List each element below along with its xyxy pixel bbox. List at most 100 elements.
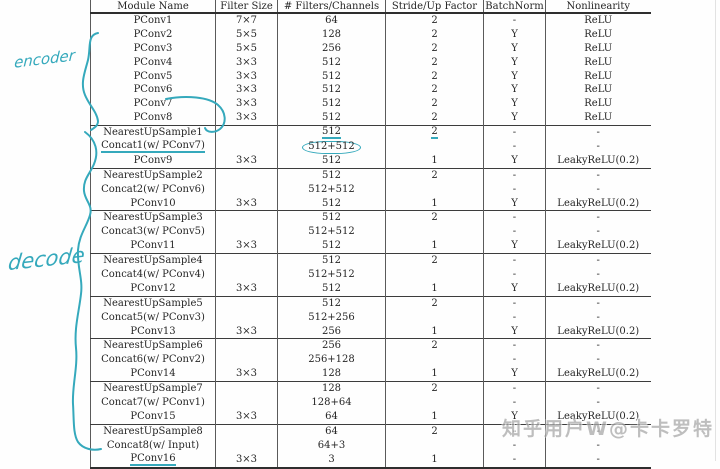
cell-text: 2 — [431, 297, 438, 309]
table-cell: PConv6 — [91, 83, 216, 97]
cell-text: - — [512, 212, 517, 224]
table-cell: 2 — [385, 111, 484, 126]
table-cell: - — [483, 168, 546, 183]
cell-text: 1 — [431, 154, 438, 166]
cell-text-pen-underline: Concat1(w/ PConv7) — [101, 140, 205, 153]
cell-text: PConv15 — [130, 410, 176, 422]
cell-text: - — [596, 453, 600, 465]
table-row: Concat1(w/ PConv7) 512+512 - - — [91, 140, 651, 154]
table-row: NearestUpSample1 512 2 - - — [91, 125, 651, 141]
cell-text: - — [512, 340, 517, 352]
table-cell: 3×3 — [215, 97, 278, 112]
table-cell: - — [545, 296, 651, 311]
cell-text: 256 — [321, 325, 342, 337]
cell-text: - — [596, 183, 600, 195]
table-cell: LeakyReLU(0.2) — [545, 239, 651, 254]
table-cell: - — [483, 338, 546, 354]
table-cell — [215, 125, 278, 141]
table-cell — [215, 296, 278, 311]
table-row: PConv2 5×5 128 2 Y ReLU — [91, 27, 651, 42]
cell-text: 2 — [431, 425, 438, 437]
cell-text: 3×3 — [235, 112, 258, 124]
table-cell: 3×3 — [215, 452, 278, 468]
cell-text: 512 — [321, 154, 342, 166]
cell-text: 512 — [321, 197, 342, 209]
cell-text: ReLU — [584, 42, 613, 54]
cell-text: PConv13 — [130, 325, 176, 337]
table-cell: PConv15 — [91, 410, 216, 424]
cell-text: NearestUpSample7 — [103, 383, 203, 395]
table-cell: - — [545, 268, 651, 282]
table-cell: NearestUpSample5 — [91, 296, 216, 310]
table-cell: 2 — [385, 69, 484, 84]
table-cell: - — [545, 438, 651, 453]
table-cell: ReLU — [545, 83, 651, 98]
table-cell: PConv4 — [91, 56, 216, 70]
table-cell: 2 — [385, 424, 484, 439]
table-cell — [385, 438, 484, 453]
table-cell: 512 — [277, 69, 386, 84]
cell-text: 64 — [325, 410, 338, 422]
table-row: PConv3 5×5 256 2 Y ReLU — [91, 41, 651, 56]
table-cell — [215, 310, 278, 325]
header-row: Module Name Filter Size # Filters/Channe… — [90, 0, 651, 14]
cell-text: 3×3 — [235, 56, 258, 68]
table-cell: Concat2(w/ PConv6) — [91, 183, 216, 197]
table-cell: - — [545, 381, 651, 397]
cell-text: - — [512, 453, 517, 465]
cell-text: 512 — [321, 84, 342, 96]
table-cell: ReLU — [545, 69, 651, 84]
cell-text: 2 — [431, 28, 438, 40]
cell-text: Concat6(w/ PConv2) — [101, 354, 205, 366]
cell-text: 1 — [431, 368, 438, 380]
table-row: Concat2(w/ PConv6) 512+512 - - — [91, 182, 651, 197]
col-header-filters-channels: # Filters/Channels — [277, 0, 386, 14]
cell-text: Y — [511, 112, 518, 124]
cell-text: 2 — [431, 98, 438, 110]
table-cell — [215, 396, 278, 410]
cell-text: - — [596, 396, 600, 408]
table-cell — [215, 424, 278, 439]
cell-text: PConv9 — [133, 154, 173, 166]
table-cell: 1 — [385, 281, 484, 297]
table-cell: 128 — [277, 27, 386, 42]
cell-text: 2 — [431, 340, 438, 352]
cell-text: 2 — [431, 56, 438, 68]
table-cell: ReLU — [545, 13, 651, 28]
encoder-handwriting-label: encoder — [13, 46, 76, 72]
table-cell — [215, 225, 278, 240]
cell-text: LeakyReLU(0.2) — [557, 197, 640, 209]
table-cell: 1 — [385, 324, 484, 339]
cell-text: - — [512, 169, 517, 181]
col-header-batchnorm: BatchNorm — [483, 0, 546, 14]
cell-text: NearestUpSample6 — [103, 340, 203, 352]
cell-text: 5×5 — [235, 42, 258, 54]
table-cell: 3 — [277, 452, 386, 468]
cell-text: 512 — [321, 240, 342, 252]
table-cell: 512 — [277, 253, 386, 269]
table-cell — [385, 268, 484, 282]
table-cell: 3×3 — [215, 83, 278, 98]
table-cell: 256 — [277, 41, 386, 56]
table-cell: Y — [483, 97, 546, 112]
table-cell: - — [545, 310, 651, 325]
table-cell: - — [545, 396, 651, 410]
cell-text: PConv12 — [130, 282, 176, 294]
cell-text: 3×3 — [235, 154, 258, 166]
cell-text: 2 — [431, 70, 438, 82]
table-cell: - — [483, 182, 546, 197]
cell-text: 2 — [431, 112, 438, 124]
table-cell: NearestUpSample1 — [91, 126, 216, 140]
cell-text: - — [596, 268, 600, 280]
table-cell: Y — [483, 83, 546, 98]
table-cell: 2 — [385, 253, 484, 269]
cell-text: - — [596, 340, 600, 352]
table-row: PConv4 3×3 512 2 Y ReLU — [91, 55, 651, 70]
cell-text: 512 — [321, 255, 342, 267]
table-cell: 3×3 — [215, 324, 278, 339]
cell-text: 512+512 — [308, 268, 355, 280]
table-cell: 2 — [385, 13, 484, 28]
table-cell: LeakyReLU(0.2) — [545, 153, 651, 169]
cell-text: - — [512, 439, 517, 451]
cell-text: 3 — [328, 453, 335, 465]
